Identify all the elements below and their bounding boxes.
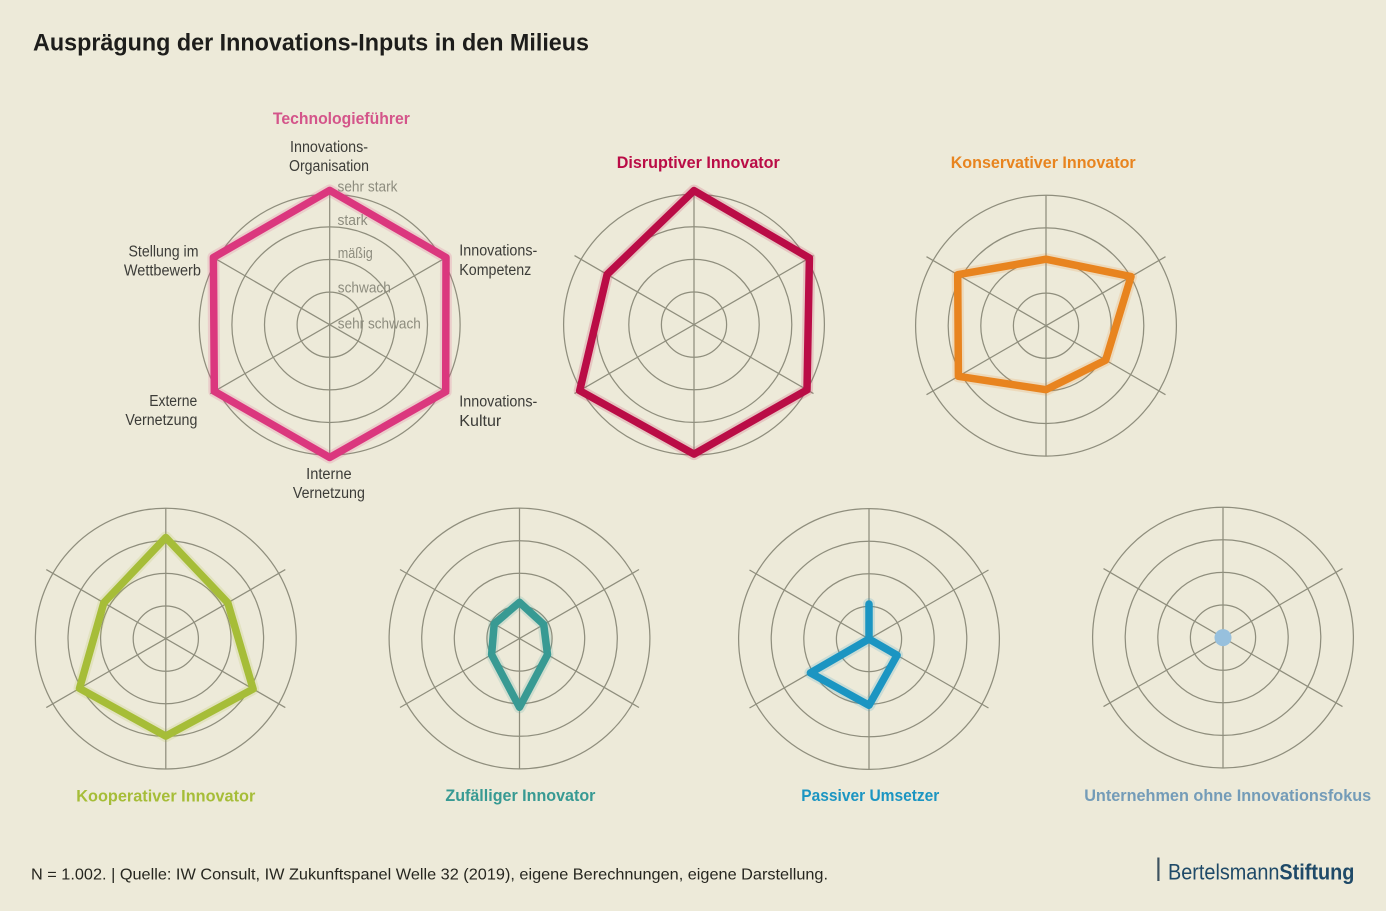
svg-text:Disruptiver Innovator: Disruptiver Innovator xyxy=(617,154,781,172)
svg-text:mäßig: mäßig xyxy=(338,246,373,262)
svg-text:sehr schwach: sehr schwach xyxy=(338,316,421,332)
svg-text:Passiver Umsetzer: Passiver Umsetzer xyxy=(801,787,940,805)
svg-text:Organisation: Organisation xyxy=(289,158,369,175)
svg-text:Zufälliger Innovator: Zufälliger Innovator xyxy=(445,787,596,805)
svg-text:Vernetzung: Vernetzung xyxy=(293,485,365,502)
svg-text:Innovations-: Innovations- xyxy=(290,139,368,156)
svg-text:Kooperativer Innovator: Kooperativer Innovator xyxy=(76,788,256,806)
svg-text:BertelsmannStiftung: BertelsmannStiftung xyxy=(1168,860,1354,885)
svg-text:Konservativer Innovator: Konservativer Innovator xyxy=(951,154,1137,172)
svg-text:Kompetenz: Kompetenz xyxy=(459,262,531,279)
svg-text:Stellung im: Stellung im xyxy=(129,244,199,261)
svg-text:stark: stark xyxy=(338,213,369,229)
svg-text:Innovations-: Innovations- xyxy=(459,394,537,411)
svg-text:Interne: Interne xyxy=(306,466,352,483)
svg-text:schwach: schwach xyxy=(338,280,391,296)
svg-text:N = 1.002. | Quelle: IW Consul: N = 1.002. | Quelle: IW Consult, IW Zuku… xyxy=(31,866,828,883)
svg-text:Wettbewerb: Wettbewerb xyxy=(124,263,201,280)
svg-text:Kultur: Kultur xyxy=(459,413,501,430)
svg-text:Technologieführer: Technologieführer xyxy=(273,110,411,128)
svg-text:Vernetzung: Vernetzung xyxy=(125,412,197,429)
svg-text:Ausprägung der Innovations-Inp: Ausprägung der Innovations-Inputs in den… xyxy=(33,29,589,56)
svg-text:Innovations-: Innovations- xyxy=(459,242,537,259)
svg-text:Unternehmen ohne Innovationsfo: Unternehmen ohne Innovationsfokus xyxy=(1084,787,1371,805)
svg-text:sehr stark: sehr stark xyxy=(338,179,399,195)
svg-text:Externe: Externe xyxy=(149,393,197,410)
